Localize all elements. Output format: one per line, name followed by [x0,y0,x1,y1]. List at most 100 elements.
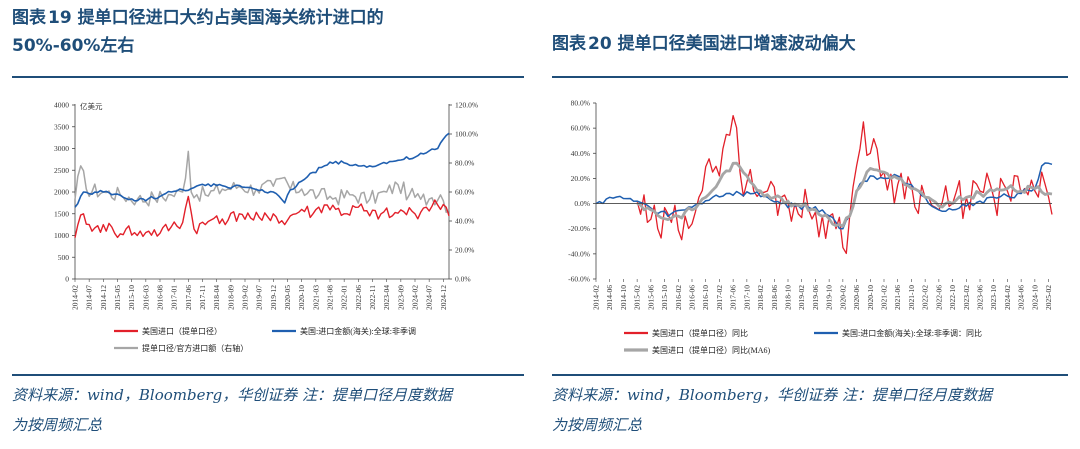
x-tick-label: 2019-02 [241,285,250,310]
y-tick-label: 2500 [54,166,69,175]
figure-19-number: 19 [48,8,72,28]
y-tick-label: -20.0% [568,224,590,233]
x-tick-label: 2019-06 [811,285,820,310]
figure-19-source-line2: 为按周频汇总 [12,416,103,434]
x-tick-label: 2014-06 [605,285,614,310]
figure-20-number: 20 [588,34,612,54]
x-tick-label: 2016-02 [674,285,683,310]
x-tick-label: 2020-10 [866,285,875,310]
x-tick-label: 2023-02 [962,285,971,310]
x-tick-label: 2021-03 [311,285,320,310]
y-tick-label: 4000 [54,101,69,110]
series-line-ratio [74,150,450,214]
y-axis-unit-label: 亿美元 [80,101,103,111]
x-tick-label: 2022-01 [340,285,349,310]
figure-20-prefix: 图表 [552,34,586,54]
x-tick-label: 2016-06 [688,285,697,310]
x-tick-label: 2017-02 [715,285,724,310]
series-line-bol-yoy-ma6 [636,161,1053,228]
y-tick-label: -40.0% [568,249,590,258]
x-tick-label: 2016-10 [701,285,710,310]
y-tick-label: 80.0% [571,99,590,108]
x-tick-label: 2024-02 [1003,285,1012,310]
x-tick-label: 2025-02 [1044,285,1053,310]
y-tick-label: -60.0% [568,275,590,284]
y2-tick-label: 100.0% [455,130,478,139]
x-tick-label: 2021-06 [893,285,902,310]
y-tick-label: 1500 [54,209,69,218]
figure-20-source: 资料来源：wind，Bloomberg，华创证券 注：提单口径月度数据 为按周频… [552,380,1068,440]
y-tick-label: 500 [58,253,70,262]
x-tick-label: 2023-04 [382,285,391,310]
y2-tick-label: 40.0% [455,217,474,226]
figure-19-title-line1: 提单口径进口大约占美国海关统计进口的 [77,8,384,28]
series-line-customs-imports [74,132,450,208]
x-tick-label: 2019-02 [797,285,806,310]
y2-tick-label: 20.0% [455,246,474,255]
figure-19-bottom-rule [12,374,524,376]
figure-20-title-text: 提单口径美国进口增速波动偏大 [617,34,856,54]
x-tick-label: 2017-10 [742,285,751,310]
figure-19-source: 资料来源：wind，Bloomberg，华创证券 注：提单口径月度数据 为按周频… [12,380,524,440]
x-tick-label: 2021-02 [880,285,889,310]
legend-label-blue: 美国:进口金额(海关):全球:非季调：同比 [842,328,982,338]
y-tick-label: 60.0% [571,124,590,133]
x-tick-label: 2021-08 [326,285,335,310]
x-tick-label: 2014-02 [592,285,601,310]
x-tick-label: 2016-03 [141,285,150,310]
x-tick-label: 2014-07 [85,285,94,310]
x-tick-label: 2016-08 [156,285,165,310]
x-tick-label: 2015-06 [646,285,655,310]
figure-19-title: 图表 19 提单口径进口大约占美国海关统计进口的 50%-60%左右 [12,4,524,60]
y-tick-label: 0 [65,275,69,284]
x-tick-label: 2018-10 [784,285,793,310]
x-tick-label: 2017-01 [170,285,179,310]
x-tick-label: 2024-02 [411,285,420,310]
x-tick-label: 2023-10 [989,285,998,310]
figure-19-chart: 亿美元 0 500 1000 1500 2000 2500 3000 3500 4000 0.0… [54,101,478,354]
x-tick-label: 2014-02 [71,285,80,310]
x-tick-label: 2015-05 [113,285,122,310]
figure-19-prefix: 图表 [12,8,46,28]
figure-20-source-line2: 为按周频汇总 [552,416,643,434]
x-tick-label: 2018-04 [212,285,221,310]
x-tick-label: 2022-10 [948,285,957,310]
y-tick-label: 3000 [54,144,69,153]
y-tick-label: 2000 [54,188,69,197]
x-tick-label: 2018-06 [770,285,779,310]
figure-19-top-rule [12,76,524,78]
y2-tick-label: 60.0% [455,188,474,197]
figure-19-source-line1: 资料来源：wind，Bloomberg，华创证券 注：提单口径月度数据 [12,386,453,404]
x-tick-label: 2020-10 [297,285,306,310]
y-tick-label: 1000 [54,231,69,240]
x-tick-label: 2024-12 [439,285,448,310]
x-tick-label: 2020-02 [838,285,847,310]
x-tick-label: 2021-10 [907,285,916,310]
x-tick-label: 2014-12 [99,285,108,310]
x-tick-label: 2022-06 [354,285,363,310]
x-tick-label: 2024-07 [425,285,434,310]
x-tick-label: 2020-06 [852,285,861,310]
figure-20-chart: -60.0% -40.0% -20.0% 0.0% 20.0% 40.0% 60.0% 80.… [568,99,1053,356]
legend-label-gray: 美国进口（提单口径）同比(MA6) [652,345,771,355]
figure-19-title-line2: 50%-60%左右 [12,36,135,56]
x-tick-label: 2015-10 [127,285,136,310]
x-tick-label: 2017-06 [184,285,193,310]
legend-label-gray: 提单口径/官方进口额（右轴） [142,343,248,353]
x-tick-label: 2018-02 [756,285,765,310]
x-tick-label: 2015-10 [660,285,669,310]
y-tick-label: 20.0% [571,174,590,183]
figure-20-title: 图表 20 提单口径美国进口增速波动偏大 [552,30,1068,58]
y2-tick-label: 0.0% [455,275,471,284]
x-tick-label: 2024-06 [1017,285,1026,310]
x-tick-label: 2018-09 [226,285,235,310]
y2-tick-label: 120.0% [455,101,478,110]
x-tick-label: 2015-02 [633,285,642,310]
x-tick-label: 2019-10 [825,285,834,310]
x-tick-label: 2023-09 [396,285,405,310]
legend-label-red: 美国进口（提单口径） [142,326,222,336]
legend-label-red: 美国进口（提单口径）同比 [652,328,748,338]
x-tick-label: 2022-06 [934,285,943,310]
x-tick-label: 2019-07 [255,285,264,310]
series-line-customs-yoy [595,162,1053,230]
